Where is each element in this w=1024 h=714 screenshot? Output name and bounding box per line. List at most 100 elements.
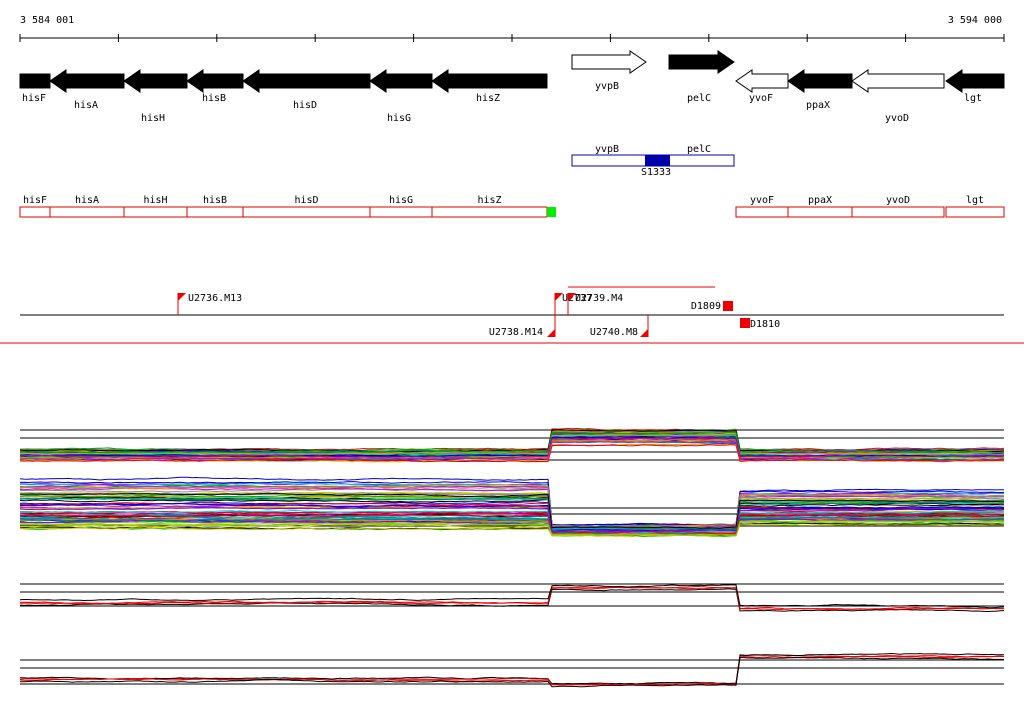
gene-label: hisZ	[476, 93, 500, 104]
marker-label: D1809	[691, 301, 721, 312]
expression-trace	[19, 584, 1005, 609]
segment-box	[49, 206, 125, 218]
expression-trace	[20, 523, 1005, 537]
gene-label: yvpB	[595, 81, 619, 92]
expression-trace	[19, 656, 1005, 688]
gene-label: hisD	[293, 100, 317, 111]
segment-label: ppaX	[808, 195, 832, 206]
marker-flag	[568, 293, 576, 301]
gene-arrow	[49, 69, 125, 93]
segment-label: yvoD	[886, 195, 910, 206]
segment-box	[19, 206, 51, 218]
gene-arrow	[369, 69, 433, 93]
expression-trace	[19, 437, 1005, 459]
marker-label: U2740.M8	[590, 327, 638, 338]
gene-arrow	[945, 69, 1005, 93]
expression-trace	[19, 586, 1005, 611]
marker-label: U2737	[562, 293, 592, 304]
gene-arrow	[851, 69, 945, 93]
segment-box	[123, 206, 188, 218]
gene-arrow	[735, 69, 789, 93]
marker-flag	[640, 329, 648, 337]
gene-arrow	[123, 69, 188, 93]
expression-trace	[19, 506, 1005, 533]
expression-trace	[19, 444, 1005, 463]
transcript-left: yvpB	[595, 144, 619, 155]
gene-label: hisF	[22, 93, 46, 104]
expression-trace	[19, 516, 1005, 536]
segment-box	[735, 206, 789, 218]
segment-label: hisD	[294, 195, 318, 206]
segment-label: hisF	[23, 195, 47, 206]
gene-label: lgt	[964, 93, 982, 104]
expression-trace	[19, 428, 1005, 452]
segment-label: lgt	[966, 195, 984, 206]
marker-label: U2736.M13	[188, 293, 242, 304]
gene-arrow	[186, 69, 244, 93]
gene-arrow	[242, 69, 371, 93]
segment-end	[547, 207, 556, 217]
segment-label: hisH	[143, 195, 167, 206]
expression-trace	[19, 427, 1005, 452]
expression-trace	[19, 497, 1005, 531]
expression-trace	[19, 487, 1005, 528]
expression-trace	[19, 476, 1004, 527]
segment-label: hisZ	[477, 195, 501, 206]
marker-flag	[547, 329, 555, 337]
ruler-end: 3 594 000	[948, 15, 1002, 26]
expression-trace	[19, 509, 1005, 533]
gene-label: ppaX	[806, 100, 830, 111]
expression-trace	[19, 498, 1005, 531]
gene-arrow	[668, 50, 735, 74]
expression-trace	[19, 433, 1005, 456]
gene-arrow	[787, 69, 853, 93]
gene-label: hisG	[387, 113, 411, 124]
expression-trace	[19, 520, 1005, 537]
gene-label: yvoD	[885, 113, 909, 124]
marker-flag	[178, 293, 186, 301]
expression-trace	[19, 488, 1005, 528]
transcript-name: S1333	[641, 167, 671, 178]
transcript-right: pelC	[687, 144, 711, 155]
expression-trace	[19, 440, 1004, 462]
segment-label: hisA	[75, 195, 99, 206]
expression-trace	[19, 481, 1005, 526]
expression-trace	[19, 431, 1005, 454]
segment-label: hisG	[389, 195, 413, 206]
segment-box	[945, 206, 1005, 218]
segment-box	[186, 206, 244, 218]
gene-arrow	[19, 73, 51, 89]
segment-box	[851, 206, 945, 218]
expression-trace	[19, 502, 1005, 532]
marker-label: U2738.M14	[489, 327, 543, 338]
gene-label: hisH	[141, 113, 165, 124]
segment-box	[787, 206, 853, 218]
expression-trace	[19, 522, 1005, 536]
transcript-core	[645, 155, 670, 166]
expression-trace	[19, 652, 1005, 685]
expression-trace	[19, 513, 1005, 534]
marker-flag	[555, 293, 563, 301]
ruler-start: 3 584 001	[20, 15, 74, 26]
marker-label: D1810	[750, 319, 780, 330]
gene-arrow	[431, 69, 548, 93]
segment-box	[369, 206, 433, 218]
expression-trace	[19, 520, 1005, 536]
marker-label: U2739.M4	[575, 293, 623, 304]
segment-box	[242, 206, 371, 218]
expression-trace	[19, 492, 1005, 529]
gene-label: hisA	[74, 100, 98, 111]
gene-arrow	[571, 50, 647, 74]
gene-label: yvoF	[749, 93, 773, 104]
expression-trace	[19, 588, 1005, 613]
gene-label: pelC	[687, 93, 711, 104]
expression-trace	[19, 494, 1005, 530]
expression-trace	[19, 485, 1005, 529]
gene-label: hisB	[202, 93, 226, 104]
marker-flag	[723, 301, 733, 311]
marker-flag	[740, 318, 750, 328]
segment-label: yvoF	[750, 195, 774, 206]
expression-trace	[19, 655, 1005, 686]
expression-trace	[19, 516, 1005, 535]
